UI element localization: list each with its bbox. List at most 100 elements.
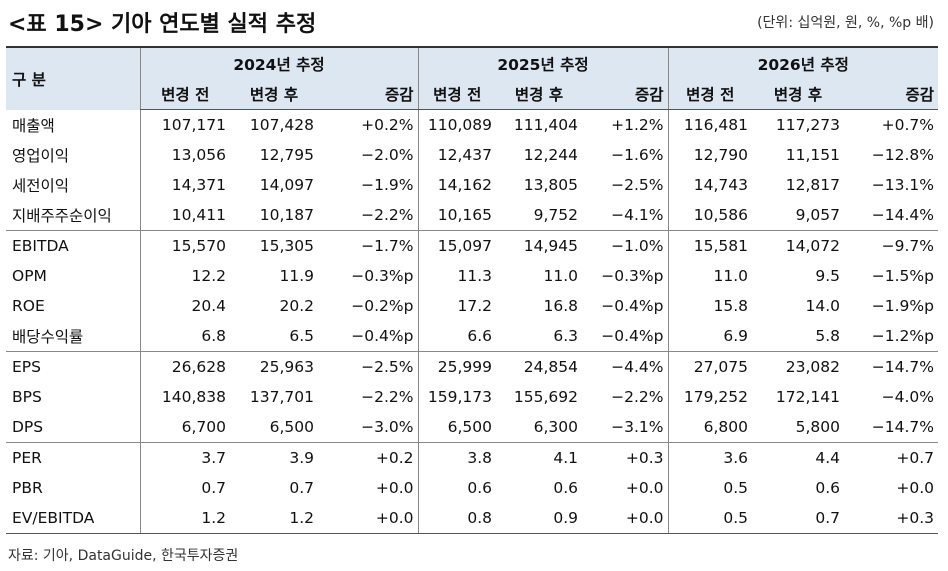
cell: −14.7% — [871, 418, 934, 436]
table-row: PBR 0.7 0.7 +0.0 0.6 0.6 +0.0 0.5 0.6 +0.0 — [6, 473, 938, 503]
cell: 11.3 — [417, 261, 496, 291]
sub-header: 증감 — [844, 79, 938, 110]
cell: −0.3%p — [601, 267, 664, 285]
cell: 25,963 — [230, 351, 318, 382]
cell: 0.8 — [417, 503, 496, 534]
cell: 27,075 — [667, 351, 752, 382]
cell: −1.7% — [318, 230, 418, 261]
cell: −12.8% — [871, 146, 934, 164]
cell: 9.5 — [815, 267, 840, 285]
source: 자료: 기아, DataGuide, 한국투자증권 — [8, 548, 239, 564]
year-header: 2026년 추정 — [667, 46, 938, 79]
table-row: 영업이익 13,056 12,795 −2.0% 12,437 12,244 −1.6% 12… — [6, 140, 938, 170]
cell: −1.5%p — [871, 267, 934, 285]
cell: 6.3 — [553, 327, 578, 345]
table: 구 분 2024년 추정 2025년 추정 2026년 추정 변경 전 변경 후 증감 변경… — [6, 46, 938, 534]
row-label: OPM — [12, 267, 47, 285]
cell: 0.7 — [752, 503, 844, 534]
cell: 14,743 — [667, 170, 752, 200]
cell: 0.7 — [289, 479, 314, 497]
cell: 6,300 — [533, 418, 578, 436]
row-label: EV/EBITDA — [6, 503, 140, 534]
sub-header: 증감 — [318, 79, 418, 110]
row-label: EPS — [6, 351, 140, 382]
cell: 159,173 — [417, 382, 496, 412]
cell: 14,371 — [139, 170, 230, 200]
row-label: 배당수익률 — [12, 328, 84, 346]
cell: 5,800 — [795, 418, 840, 436]
year-header: 2025년 추정 — [417, 46, 668, 79]
header-row: 구 분 2024년 추정 2025년 추정 2026년 추정 — [6, 46, 938, 110]
cell: −1.9% — [361, 176, 414, 194]
cell: 4.1 — [496, 442, 582, 473]
table-header: 구 분 2024년 추정 2025년 추정 2026년 추정 변경 전 변경 후 증감 변경… — [6, 46, 938, 110]
cell: 11,151 — [785, 146, 840, 164]
cell: 4.4 — [752, 442, 844, 473]
row-label: DPS — [12, 418, 44, 436]
cell: 15,097 — [417, 230, 496, 261]
cell: 10,586 — [667, 200, 752, 231]
cell: 0.7 — [139, 473, 230, 503]
cell: 20.2 — [279, 297, 314, 315]
table-row: 세전이익 14,371 14,097 −1.9% 14,162 13,805 −2.5% 14… — [6, 170, 938, 200]
cell: −1.0% — [582, 230, 668, 261]
row-label: 세전이익 — [12, 177, 70, 195]
cell: 110,089 — [417, 109, 496, 140]
cell: 6,700 — [139, 412, 230, 443]
table-row: 지배주주순이익 10,411 10,187 −2.2% 10,165 9,752 −4.1%… — [6, 200, 938, 231]
table-row: EBITDA 15,570 15,305 −1.7% 15,097 14,945 −1.0%… — [6, 230, 938, 261]
sub-header: 변경 전 — [139, 79, 230, 110]
cell: 179,252 — [667, 382, 752, 412]
cell: 107,171 — [139, 109, 230, 140]
sub-header: 변경 후 — [496, 79, 582, 110]
header-row: 변경 전 변경 후 증감 변경 전 변경 후 증감 변경 전 변경 후 증감 — [6, 79, 938, 110]
cell: 12.2 — [139, 261, 230, 291]
cell: 26,628 — [139, 351, 230, 382]
cell: 25,999 — [417, 351, 496, 382]
cell: +0.0 — [625, 479, 664, 497]
sub-header: 증감 — [582, 79, 668, 110]
table-row: PER 3.7 3.9 +0.2 3.8 4.1 +0.3 3.6 4.4 +0.7 — [6, 442, 938, 473]
table-row: EV/EBITDA 1.2 1.2 +0.0 0.8 0.9 +0.0 0.5 0.7 +0.3 — [6, 503, 938, 534]
table-row: OPM 12.2 11.9 −0.3%p 11.3 11.0 −0.3%p 11.0 9.5 −1… — [6, 261, 938, 291]
cell: 14.0 — [805, 297, 840, 315]
cell: −2.0% — [361, 146, 414, 164]
cell: −4.0% — [881, 388, 934, 406]
cell: −2.5% — [611, 176, 664, 194]
cell: −1.6% — [611, 146, 664, 164]
cell: 13,805 — [523, 176, 578, 194]
cell: +0.3 — [844, 503, 938, 534]
cell: 3.9 — [230, 442, 318, 473]
cell: 14,945 — [496, 230, 582, 261]
cell: 6.8 — [139, 321, 230, 352]
table-body: 매출액 107,171 107,428 +0.2% 110,089 111,404 +1.2… — [6, 109, 938, 534]
cell: −4.1% — [611, 206, 664, 224]
cell: −13.1% — [871, 176, 934, 194]
cell: 12,817 — [785, 176, 840, 194]
cell: 1.2 — [139, 503, 230, 534]
corner-header: 구 분 — [6, 46, 140, 110]
cell: 107,428 — [249, 116, 314, 134]
row-label: EBITDA — [6, 230, 140, 261]
cell: 137,701 — [249, 388, 314, 406]
cell: −1.2%p — [871, 327, 934, 345]
table-row: ROE 20.4 20.2 −0.2%p 17.2 16.8 −0.4%p 15.8 14.0 −… — [6, 291, 938, 321]
cell: 6.5 — [289, 327, 314, 345]
cell: 140,838 — [139, 382, 230, 412]
cell: 10,165 — [417, 200, 496, 231]
cell: 15,570 — [139, 230, 230, 261]
cell: 0.9 — [496, 503, 582, 534]
row-label: 지배주주순이익 — [12, 207, 112, 225]
cell: 6,500 — [269, 418, 314, 436]
cell: −2.2% — [361, 206, 414, 224]
cell: 0.6 — [815, 479, 840, 497]
cell: −3.0% — [361, 418, 414, 436]
cell: +0.7% — [881, 116, 934, 134]
cell: +1.2% — [611, 116, 664, 134]
table-row: DPS 6,700 6,500 −3.0% 6,500 6,300 −3.1% 6,800 5,… — [6, 412, 938, 443]
cell: 11.0 — [667, 261, 752, 291]
row-label: PBR — [12, 479, 43, 497]
cell: −14.4% — [871, 206, 934, 224]
cell: 3.7 — [139, 442, 230, 473]
cell: 15.8 — [667, 291, 752, 321]
